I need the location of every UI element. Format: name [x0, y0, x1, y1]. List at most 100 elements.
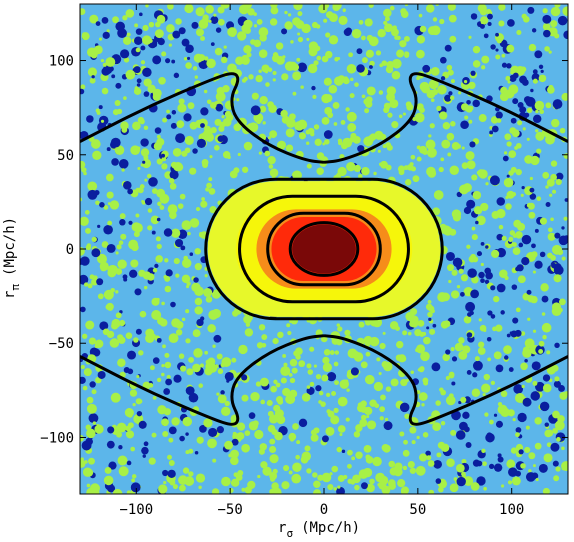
noise-speck: [209, 101, 217, 109]
noise-speck: [166, 109, 170, 114]
noise-speck: [259, 95, 268, 105]
noise-speck: [524, 446, 531, 454]
noise-speck: [365, 100, 373, 108]
noise-speck: [273, 379, 278, 384]
noise-speck: [194, 75, 199, 79]
noise-speck: [175, 133, 186, 144]
noise-speck: [488, 419, 494, 425]
noise-speck: [269, 438, 276, 445]
noise-speck: [221, 115, 225, 119]
noise-speck: [316, 55, 322, 61]
noise-speck: [430, 309, 435, 314]
noise-speck: [115, 312, 122, 319]
noise-speck: [551, 306, 562, 317]
noise-speck: [561, 226, 565, 230]
noise-speck: [522, 127, 526, 131]
noise-speck: [133, 36, 143, 45]
noise-speck: [463, 206, 472, 215]
noise-speck: [334, 350, 340, 355]
noise-speck: [297, 32, 301, 36]
noise-speck: [471, 388, 481, 397]
noise-speck: [222, 84, 230, 93]
noise-speck: [247, 123, 253, 129]
noise-speck: [500, 390, 508, 398]
noise-speck: [186, 285, 190, 289]
noise-speck: [92, 421, 97, 425]
noise-speck: [463, 315, 472, 324]
noise-speck: [357, 145, 365, 153]
noise-speck: [272, 54, 280, 63]
noise-speck: [256, 18, 263, 25]
noise-speck: [528, 211, 536, 219]
noise-speck: [235, 474, 243, 481]
noise-speck: [330, 415, 340, 425]
noise-speck: [108, 461, 117, 470]
noise-speck: [258, 69, 262, 74]
noise-speck: [534, 260, 543, 269]
noise-speck: [314, 138, 322, 146]
noise-speck: [552, 460, 559, 467]
noise-speck: [384, 23, 393, 33]
noise-speck: [269, 454, 279, 464]
noise-speck: [495, 111, 503, 119]
noise-speck: [466, 199, 476, 209]
noise-speck: [526, 137, 530, 141]
noise-speck: [184, 135, 194, 145]
noise-speck: [377, 149, 381, 153]
noise-speck: [342, 9, 346, 13]
noise-speck: [440, 443, 450, 453]
noise-speck: [354, 351, 359, 356]
noise-speck: [480, 18, 487, 25]
noise-speck: [281, 28, 288, 35]
noise-speck: [493, 463, 503, 472]
noise-speck: [208, 427, 218, 438]
noise-speck: [103, 224, 113, 235]
noise-speck: [333, 407, 339, 414]
noise-speck: [478, 271, 485, 279]
noise-speck: [337, 140, 343, 146]
noise-speck: [471, 276, 479, 284]
noise-speck: [562, 6, 568, 16]
noise-speck: [559, 391, 568, 400]
noise-speck: [527, 6, 535, 14]
noise-speck: [449, 95, 455, 101]
noise-speck: [379, 133, 387, 141]
noise-speck: [383, 421, 393, 431]
noise-speck: [512, 317, 519, 324]
noise-speck: [282, 55, 286, 59]
noise-speck: [321, 435, 329, 443]
noise-speck: [446, 132, 455, 141]
noise-speck: [332, 4, 342, 10]
x-axis-label-main: r: [278, 520, 286, 536]
noise-speck: [90, 51, 98, 59]
noise-speck: [187, 56, 191, 60]
noise-speck: [161, 163, 168, 170]
noise-speck: [554, 342, 560, 349]
noise-speck: [410, 370, 414, 374]
noise-speck: [542, 22, 551, 31]
noise-speck: [192, 329, 201, 338]
noise-speck: [414, 329, 422, 337]
noise-speck: [460, 291, 465, 297]
noise-speck: [315, 374, 322, 380]
noise-speck: [111, 318, 121, 328]
noise-speck: [532, 380, 538, 386]
noise-speck: [112, 488, 123, 494]
noise-speck: [538, 340, 545, 347]
noise-speck: [461, 471, 466, 477]
noise-speck: [134, 288, 142, 296]
noise-speck: [155, 236, 161, 242]
noise-speck: [506, 141, 512, 147]
noise-speck: [272, 337, 279, 345]
noise-speck: [221, 357, 232, 367]
noise-speck: [445, 349, 451, 355]
noise-speck: [323, 18, 328, 23]
noise-speck: [490, 380, 496, 386]
noise-speck: [115, 21, 126, 32]
noise-speck: [550, 20, 558, 28]
noise-speck: [182, 467, 190, 474]
noise-speck: [532, 78, 538, 84]
noise-speck: [257, 474, 261, 479]
noise-speck: [365, 351, 371, 357]
noise-speck: [311, 85, 316, 91]
